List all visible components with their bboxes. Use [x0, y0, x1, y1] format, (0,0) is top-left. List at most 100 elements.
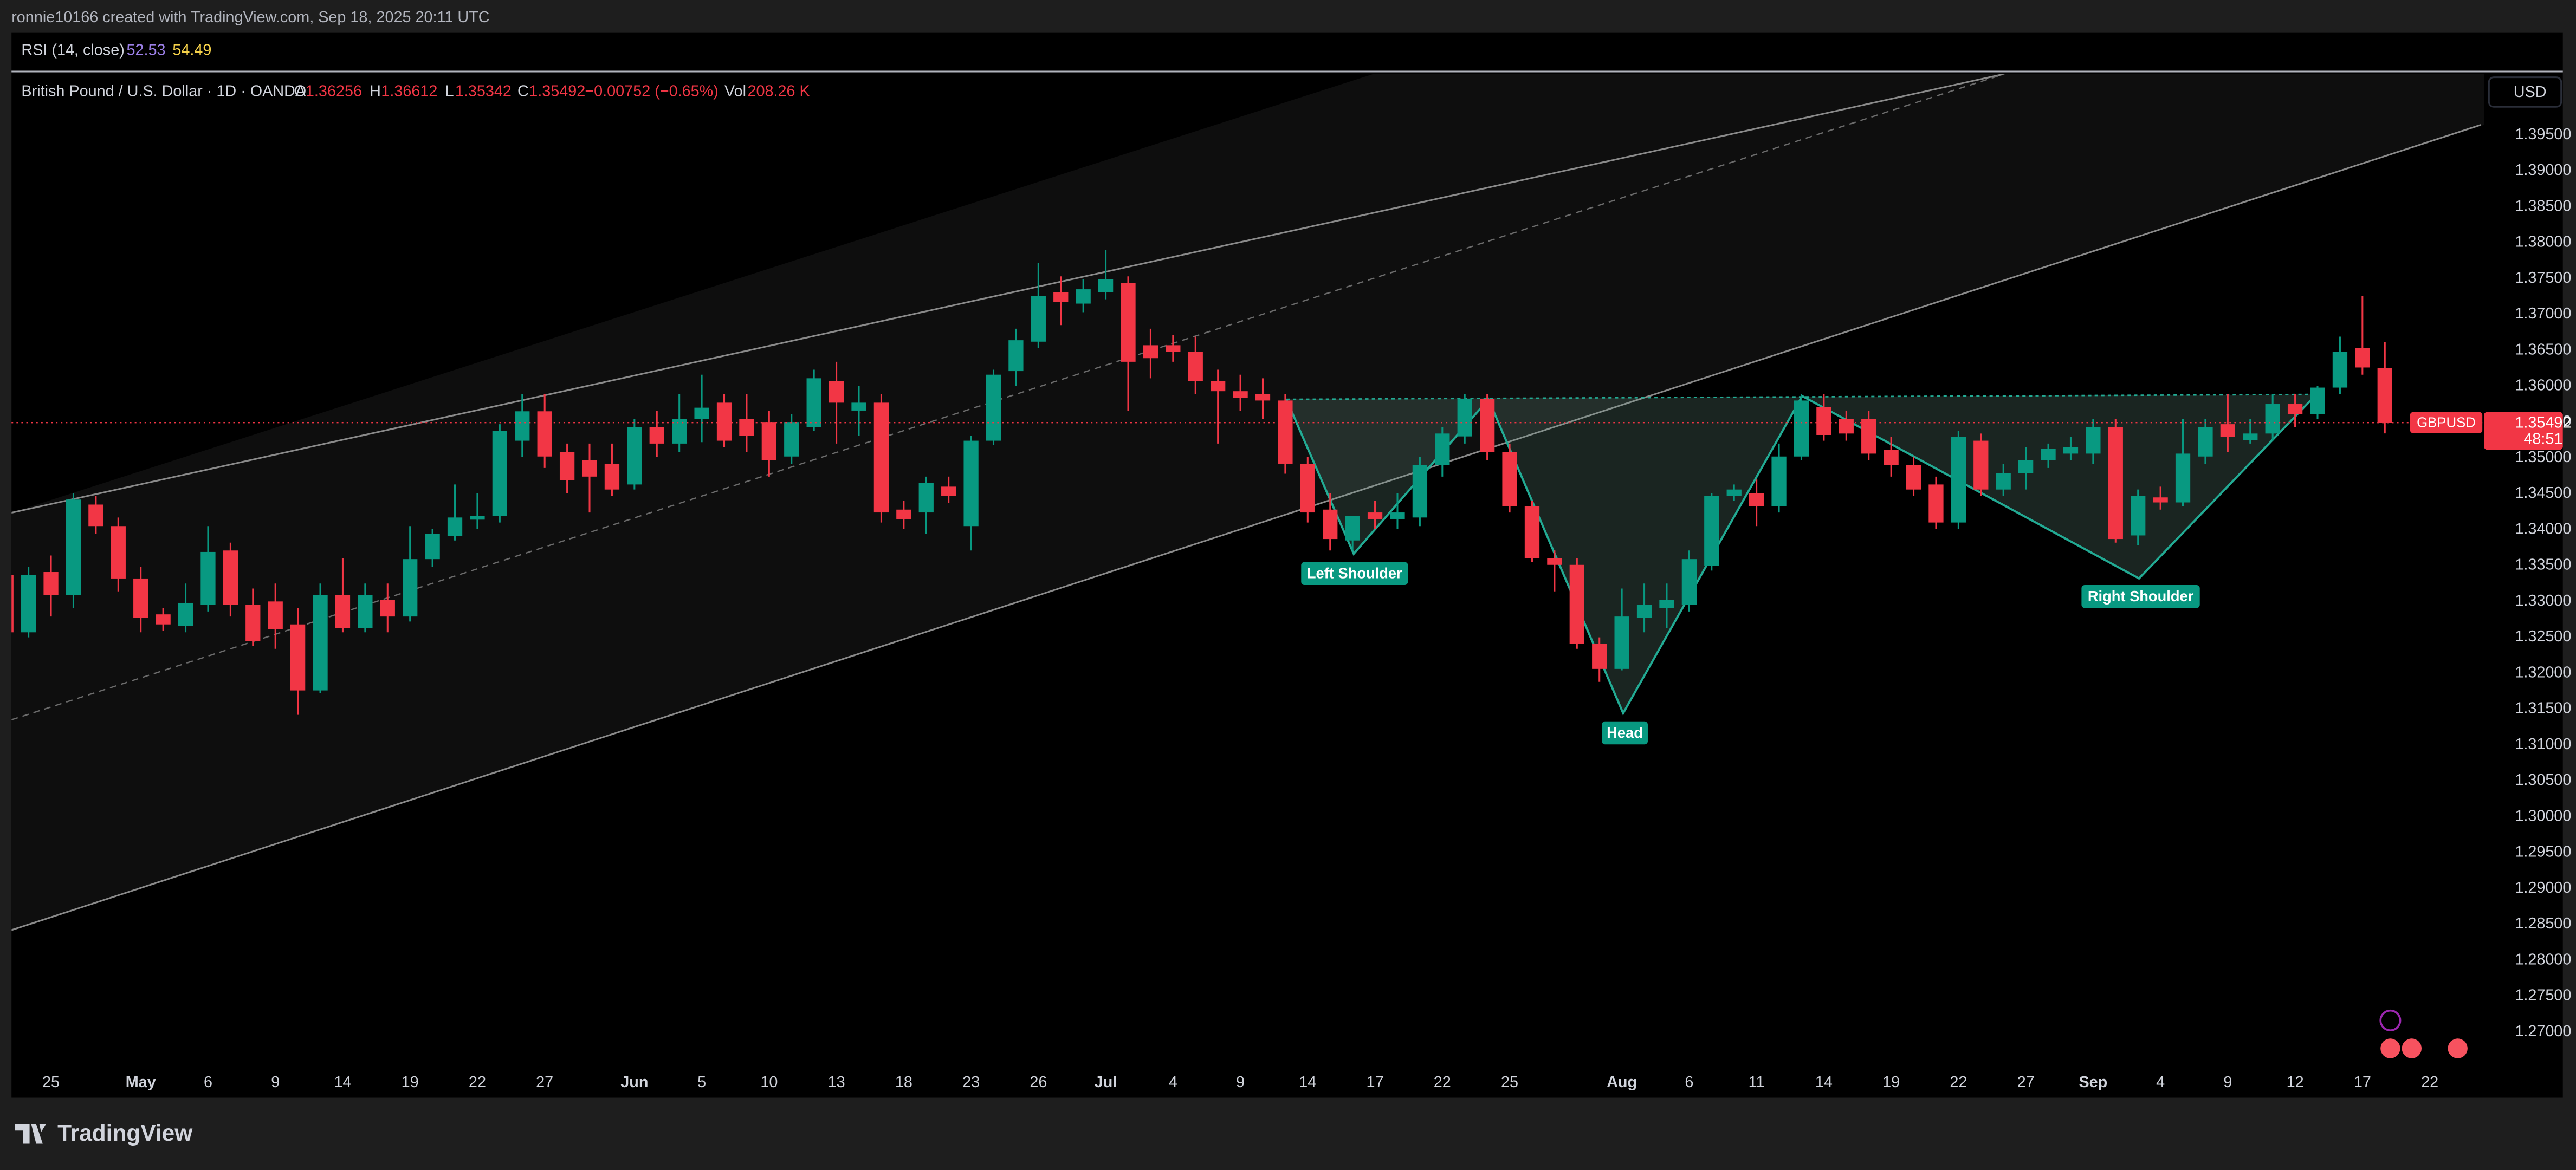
- candle-body: [380, 600, 395, 617]
- candle-body: [2243, 433, 2258, 440]
- candle-body: [559, 452, 575, 480]
- candle-body: [1659, 600, 1674, 608]
- candle-body: [1614, 616, 1629, 669]
- x-tick-label: 18: [895, 1074, 912, 1091]
- legend-close: 1.35492: [529, 82, 585, 100]
- candle-body: [2220, 424, 2236, 437]
- candle-body: [268, 601, 283, 629]
- icon[interactable]: [2379, 1009, 2402, 1031]
- candle-body: [290, 624, 306, 691]
- x-tick-label: 22: [469, 1074, 486, 1091]
- candle-body: [716, 402, 732, 441]
- y-tick-label: 1.34000: [2515, 520, 2571, 537]
- candle-body: [1008, 340, 1024, 372]
- price-tag-text: 1.35492: [2515, 414, 2571, 431]
- candle-body: [1816, 407, 1831, 435]
- x-tick-label: 5: [697, 1074, 706, 1091]
- candle-body: [1569, 564, 1584, 644]
- candle-body: [1435, 433, 1450, 465]
- candle-body: [1726, 489, 1742, 496]
- candle-body: [986, 374, 1001, 441]
- candle-body: [1884, 450, 1899, 465]
- candle-body: [447, 517, 463, 536]
- candle-body: [2063, 447, 2079, 454]
- candle-body: [2131, 496, 2146, 536]
- pattern-labels: Left Shoulder Head Right Shoulder: [1301, 562, 2200, 745]
- icon[interactable]: [2402, 1038, 2422, 1058]
- y-tick-label: 1.35000: [2515, 448, 2571, 466]
- candle-body: [2108, 427, 2123, 540]
- icon[interactable]: [2380, 1038, 2400, 1058]
- candle-body: [2332, 352, 2348, 388]
- y-tick-label: 1.36000: [2515, 377, 2571, 394]
- y-tick-label: 1.27000: [2515, 1023, 2571, 1040]
- candle-body: [2041, 448, 2056, 460]
- currency-button[interactable]: [2488, 76, 2562, 108]
- y-tick-label: 1.37500: [2515, 269, 2571, 287]
- x-tick-label: 13: [828, 1074, 845, 1091]
- y-tick-label: 1.39000: [2515, 161, 2571, 179]
- candle-body: [1636, 604, 1652, 618]
- x-tick-label: 23: [962, 1074, 980, 1091]
- x-tick-label: 6: [1685, 1074, 1693, 1091]
- label-box: [1602, 721, 1648, 745]
- indicator-value: 52.53: [126, 42, 165, 59]
- legend-label: Vol: [724, 82, 746, 100]
- candle-body: [1906, 465, 1921, 490]
- y-tick-label: 1.31500: [2515, 700, 2571, 717]
- channel-fill: [11, 74, 2484, 931]
- indicator-name: RSI (14, close): [21, 42, 124, 59]
- candle-body: [178, 602, 193, 626]
- icon[interactable]: [2448, 1038, 2468, 1058]
- candle-body: [1592, 644, 1607, 669]
- candle-body: [739, 419, 754, 436]
- x-tick-label: 6: [204, 1074, 212, 1091]
- candle-body: [2287, 404, 2303, 414]
- candle-body: [2086, 427, 2101, 454]
- candle-body: [313, 595, 328, 691]
- candle-body: [1480, 399, 1495, 452]
- logo: [15, 1124, 46, 1144]
- candle-body: [1031, 295, 1046, 342]
- candle-body: [1951, 437, 1966, 523]
- legend-label: O: [294, 82, 306, 100]
- candle-body: [1928, 484, 1944, 523]
- candle-body: [111, 526, 126, 578]
- x-tick-label: 22: [1950, 1074, 1967, 1091]
- candle-body: [425, 534, 440, 560]
- candle-body: [918, 483, 934, 513]
- x-tick-label: 10: [760, 1074, 778, 1091]
- annotation: Right Shoulder: [2088, 588, 2194, 604]
- candle-body: [1681, 559, 1697, 605]
- y-tick-label: 1.37000: [2515, 305, 2571, 322]
- x-tick-label: Aug: [1607, 1074, 1637, 1091]
- label-box: [1301, 562, 1408, 585]
- candle-body: [1098, 279, 1114, 292]
- symbol-tag: [2410, 412, 2483, 433]
- symbol-tag-text: GBPUSD: [2417, 415, 2476, 431]
- candle-body: [537, 411, 552, 457]
- x-tick-label: Jun: [620, 1074, 648, 1091]
- candle-body: [245, 604, 261, 641]
- countdown: 48:51: [2523, 431, 2562, 448]
- y-tick-label: 1.34500: [2515, 484, 2571, 502]
- candle-body: [1704, 496, 1719, 566]
- x-tick-label: 27: [536, 1074, 553, 1091]
- x-tick-label: 25: [1501, 1074, 1518, 1091]
- candle-body: [335, 595, 351, 628]
- x-tick-label: 14: [334, 1074, 351, 1091]
- legend-label: L: [445, 82, 454, 100]
- candle-body: [1143, 345, 1158, 359]
- x-tick-label: 9: [2223, 1074, 2232, 1091]
- candle-body: [604, 463, 620, 490]
- candle-body: [649, 427, 664, 444]
- x-tick-label: 25: [42, 1074, 60, 1091]
- currency[interactable]: USD: [2514, 83, 2547, 101]
- x-tick-label: 17: [1367, 1074, 1384, 1091]
- brand: TradingView: [15, 1120, 193, 1146]
- candle-body: [1188, 352, 1203, 381]
- candle-body: [1749, 493, 1764, 506]
- y-tick-label: 1.32000: [2515, 664, 2571, 681]
- candle-body: [1996, 473, 2011, 490]
